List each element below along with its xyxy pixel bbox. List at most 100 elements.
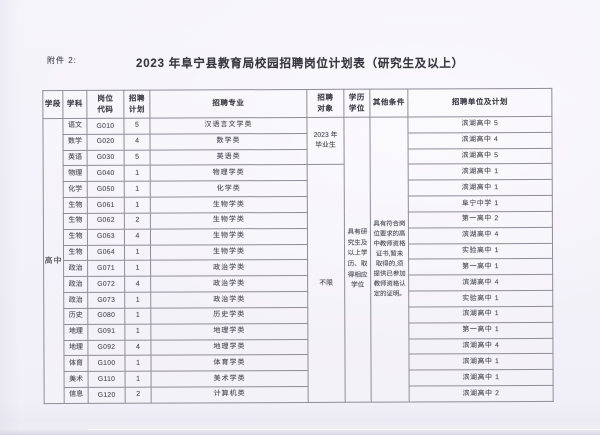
- cell-plan: 2: [124, 213, 151, 230]
- cell-subject: 化学: [63, 181, 88, 198]
- cell-subject: 地理: [63, 340, 88, 356]
- cell-code: G120: [88, 387, 126, 404]
- cell-major: 化学类: [150, 180, 308, 198]
- cell-plan: 1: [124, 355, 152, 372]
- cell-subject: 物理: [63, 165, 88, 182]
- cell-major: 政治学类: [150, 291, 308, 309]
- page-title: 2023 年阜宁县教育局校园招聘岗位计划表（研究生及以上）: [136, 58, 464, 70]
- cell-code: G073: [87, 292, 125, 309]
- cell-plan: 1: [124, 308, 151, 325]
- cell-unit: 滨湖高中 4: [408, 227, 553, 244]
- cell-stage: 高中: [42, 118, 65, 404]
- cell-subject: 体育: [63, 355, 89, 372]
- cell-major: 汉语言文学类: [149, 117, 308, 134]
- cell-unit: 第一高中 1: [408, 322, 553, 339]
- cell-unit: 阜宁中学 1: [408, 195, 553, 212]
- cell-code: G091: [87, 324, 125, 341]
- cell-major: 生物学类: [150, 212, 308, 229]
- cell-major: 计算机类: [151, 386, 309, 404]
- cell-code: G061: [87, 197, 125, 214]
- cell-plan: 1: [124, 292, 151, 309]
- cell-plan: 5: [123, 118, 151, 135]
- cell-code: G110: [88, 371, 126, 388]
- scan-bottom-edge: [88, 429, 600, 430]
- cell-major: 政治学类: [150, 259, 308, 277]
- cell-subject: 生物: [63, 229, 88, 246]
- cell-target-graduates: 2023 年 毕业生: [306, 117, 345, 165]
- header-other-conditions: 其他条件: [369, 89, 408, 118]
- cell-code: G030: [87, 149, 125, 166]
- cell-subject: 政治: [63, 292, 88, 309]
- cell-plan: 1: [124, 323, 151, 340]
- cell-plan: 4: [124, 228, 151, 245]
- header-stage: 学段: [42, 90, 63, 119]
- cell-unit: 滨湖高中 5: [408, 148, 553, 165]
- cell-plan: 1: [124, 197, 151, 214]
- cell-major: 数学类: [150, 133, 308, 150]
- cell-major: 英语类: [150, 149, 308, 166]
- header-plan: 招聘 计划: [123, 90, 150, 119]
- header-degree: 学历 学位: [343, 89, 370, 118]
- recruitment-plan-table: 学段 学科 岗位 代码 招聘 计划 招聘专业 招聘 对象 学历 学位 其他条件 …: [42, 87, 554, 405]
- cell-subject: 英语: [63, 150, 88, 167]
- cell-code: G063: [87, 229, 125, 246]
- cell-plan: 5: [124, 149, 151, 166]
- cell-code: G050: [87, 181, 125, 198]
- cell-plan: 1: [124, 181, 151, 198]
- cell-subject: 语文: [62, 118, 88, 135]
- cell-code: G071: [87, 260, 125, 277]
- header-target: 招聘 对象: [306, 89, 344, 118]
- cell-plan: 1: [125, 371, 152, 388]
- cell-subject: 政治: [63, 276, 88, 293]
- cell-unit: 实验高中 1: [408, 243, 553, 260]
- cell-degree: 具有研究生及以上学历、取得相应学位: [343, 117, 372, 403]
- cell-plan: 4: [124, 339, 151, 356]
- cell-target-unlimited: 不限: [307, 164, 346, 403]
- cell-plan: 1: [124, 260, 151, 277]
- table-row: 信息 G120 2 计算机类 滨湖高中 2: [44, 385, 554, 404]
- header-code: 岗位 代码: [86, 90, 124, 119]
- table-header: 学段 学科 岗位 代码 招聘 计划 招聘专业 招聘 对象 学历 学位 其他条件 …: [42, 88, 552, 119]
- cell-major: 物理学类: [150, 164, 308, 182]
- cell-major: 历史学类: [150, 307, 308, 324]
- header-unit-plan: 招聘单位及计划: [407, 88, 552, 118]
- cell-unit: 滨湖高中 2: [409, 385, 554, 402]
- cell-unit: 滨湖高中 1: [408, 163, 553, 181]
- cell-unit: 滨湖高中 4: [408, 337, 553, 355]
- cell-code: G062: [87, 213, 125, 230]
- header-major: 招聘专业: [149, 89, 307, 119]
- cell-code: G092: [87, 339, 125, 356]
- cell-unit: 滨湖高中 5: [407, 116, 553, 133]
- cell-unit: 滨湖高中 1: [408, 353, 554, 371]
- cell-subject: 政治: [63, 260, 88, 277]
- cell-code: G040: [87, 165, 125, 182]
- cell-unit: 滨湖高中 4: [408, 274, 553, 292]
- cell-code: G100: [87, 355, 126, 372]
- header-row: 学段 学科 岗位 代码 招聘 计划 招聘专业 招聘 对象 学历 学位 其他条件 …: [42, 88, 552, 119]
- cell-subject: 数学: [63, 134, 88, 151]
- attachment-label: 附件 2:: [47, 56, 77, 65]
- cell-subject: 历史: [63, 308, 88, 325]
- cell-code: G080: [87, 308, 125, 325]
- cell-other-conditions: 具有符合岗位要求的高中教师资格证书,暂未取得的,须提供已参加教师资格认定的证明。: [369, 117, 410, 403]
- cell-plan: 1: [124, 165, 151, 182]
- cell-unit: 滨湖高中 1: [409, 369, 554, 387]
- cell-unit: 第一高中 2: [408, 211, 553, 228]
- cell-major: 地理学类: [150, 339, 308, 356]
- header-subject: 学科: [62, 90, 87, 119]
- cell-major: 政治学类: [150, 275, 308, 293]
- cell-unit: 滨湖高中 4: [408, 132, 553, 149]
- cell-major: 生物学类: [150, 244, 308, 261]
- cell-code: G072: [87, 276, 125, 293]
- cell-major: 地理学类: [150, 323, 308, 340]
- cell-subject: 美术: [64, 371, 89, 388]
- cell-major: 美术学类: [151, 370, 309, 388]
- cell-subject: 生物: [63, 213, 88, 230]
- cell-unit: 滨湖高中 1: [408, 179, 553, 197]
- cell-code: G020: [87, 134, 125, 151]
- cell-code: G064: [87, 244, 125, 261]
- cell-plan: 4: [124, 133, 151, 150]
- cell-unit: 实验高中 1: [408, 290, 553, 307]
- cell-unit: 第一高中 1: [408, 258, 553, 276]
